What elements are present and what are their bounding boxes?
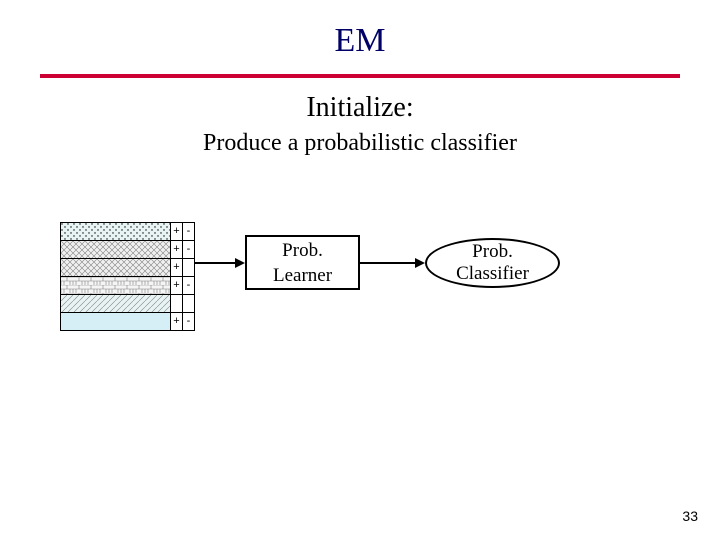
slide: EM Initialize: Produce a probabilistic c… (0, 0, 720, 540)
minus-cell: - (183, 313, 195, 330)
data-table: +-+-++-+- (60, 222, 195, 331)
table-row: +- (60, 240, 195, 258)
arrow-learner-to-classifier (360, 262, 417, 264)
row-pattern-cell (61, 223, 171, 240)
plus-cell (171, 295, 183, 312)
learner-line2: Learner (247, 263, 358, 288)
row-pattern-cell (61, 295, 171, 312)
minus-cell: - (183, 241, 195, 258)
table-row: + (60, 258, 195, 276)
prob-classifier-oval: Prob. Classifier (425, 238, 560, 288)
learner-line1: Prob. (247, 238, 358, 263)
minus-cell (183, 259, 195, 276)
minus-cell: - (183, 223, 195, 240)
classifier-line1: Prob. (427, 241, 558, 263)
plus-cell: + (171, 259, 183, 276)
prob-learner-box: Prob. Learner (245, 235, 360, 290)
plus-cell: + (171, 313, 183, 330)
table-row: +- (60, 312, 195, 331)
table-row (60, 294, 195, 312)
arrow-table-to-learner (195, 262, 237, 264)
diagram: +-+-++-+- Prob. Learner Prob. Classifier (0, 0, 720, 540)
row-pattern-cell (61, 277, 171, 294)
plus-cell: + (171, 277, 183, 294)
table-row: +- (60, 222, 195, 240)
row-pattern-cell (61, 241, 171, 258)
row-pattern-cell (61, 259, 171, 276)
classifier-line2: Classifier (427, 263, 558, 285)
arrow-head-icon (415, 258, 425, 268)
row-pattern-cell (61, 313, 171, 330)
minus-cell (183, 295, 195, 312)
plus-cell: + (171, 223, 183, 240)
table-row: +- (60, 276, 195, 294)
minus-cell: - (183, 277, 195, 294)
arrow-head-icon (235, 258, 245, 268)
plus-cell: + (171, 241, 183, 258)
page-number: 33 (682, 508, 698, 524)
